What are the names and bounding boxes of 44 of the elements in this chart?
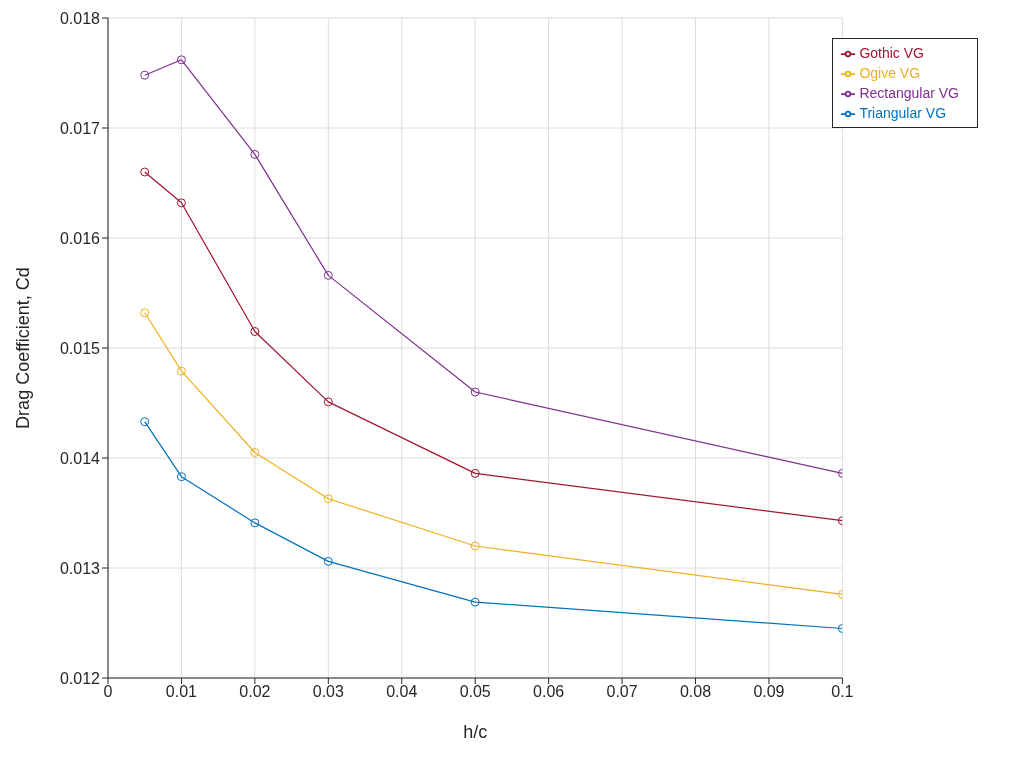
point <box>323 397 333 407</box>
x-tick-label: 0.05 <box>459 683 491 701</box>
point <box>176 198 186 208</box>
x-tick-label: 0.08 <box>679 683 712 701</box>
point <box>176 472 186 482</box>
x-tick-label: 0.02 <box>239 683 271 701</box>
y-tick-label: 0.014 <box>59 449 101 467</box>
x-tick-label: 0.04 <box>386 683 418 701</box>
x-tick-label: 0.09 <box>753 683 785 701</box>
point <box>140 167 150 177</box>
legend-label: Rectangular VG <box>859 85 959 101</box>
x-tick-label: 0.07 <box>606 683 638 701</box>
y-axis-title: Drag Coefficient, Cd <box>13 267 34 429</box>
y-tick-label: 0.012 <box>59 669 101 687</box>
point <box>140 70 150 80</box>
point <box>250 448 260 457</box>
y-tick-label: 0.015 <box>59 339 101 357</box>
legend-label: Gothic VG <box>859 45 924 61</box>
point <box>250 149 260 159</box>
x-tick-label: 0.06 <box>533 683 565 701</box>
x-tick-label: 0.03 <box>312 683 344 701</box>
point <box>323 556 333 566</box>
x-tick-label: 0.1 <box>831 683 854 701</box>
y-tick-label: 0.018 <box>59 9 101 27</box>
y-tick-label: 0.013 <box>59 559 101 577</box>
point <box>140 417 150 427</box>
point <box>250 518 260 528</box>
legend-label: Triangular VG <box>859 105 947 121</box>
point <box>176 366 186 376</box>
point <box>323 494 333 504</box>
x-tick-label: 0.01 <box>165 683 198 701</box>
point <box>176 55 186 65</box>
x-tick-label: 0 <box>103 683 113 701</box>
x-axis-title: h/c <box>463 722 488 742</box>
y-tick-label: 0.016 <box>59 229 101 247</box>
legend-label: Ogive VG <box>859 65 921 81</box>
y-tick-label: 0.017 <box>59 119 101 137</box>
point <box>470 387 480 397</box>
point <box>140 308 150 318</box>
point <box>470 468 480 478</box>
point <box>470 597 480 607</box>
point <box>250 327 260 336</box>
point <box>323 270 333 280</box>
point <box>470 541 480 551</box>
